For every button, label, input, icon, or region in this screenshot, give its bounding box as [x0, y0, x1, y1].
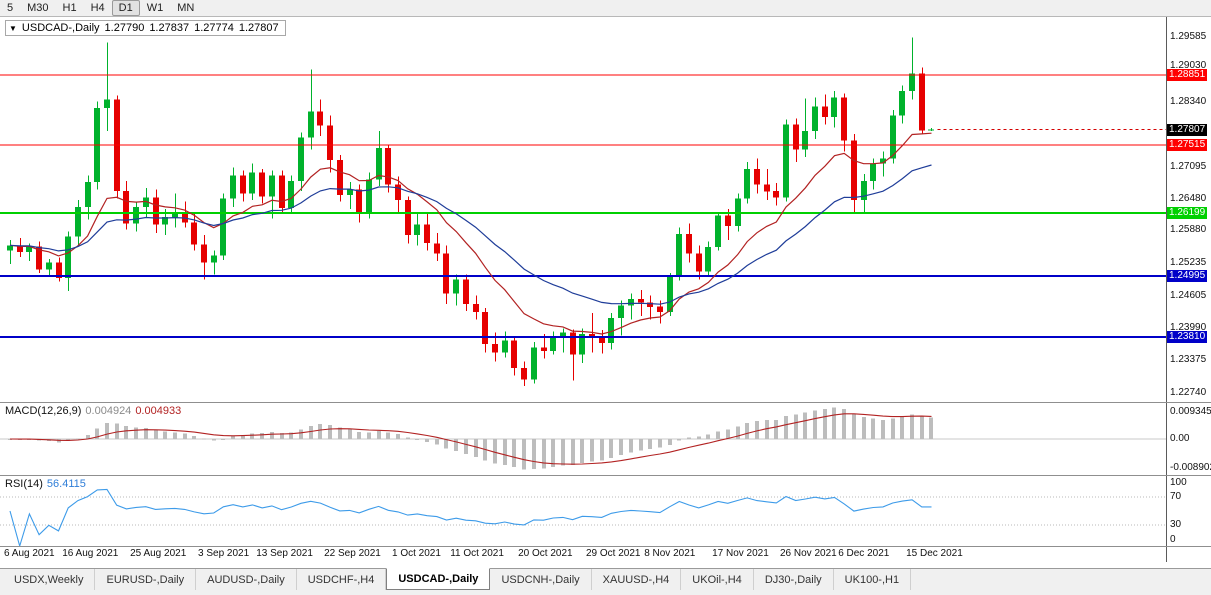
- date-label: 13 Sep 2021: [256, 548, 313, 559]
- date-label: 3 Sep 2021: [198, 548, 250, 559]
- timeframe-w1-button[interactable]: W1: [140, 0, 171, 16]
- macd-pane-canvas[interactable]: [0, 403, 1166, 475]
- rsi-name: RSI(14): [5, 478, 43, 490]
- pane-separator[interactable]: [0, 475, 1211, 476]
- timeframe-d1-button[interactable]: D1: [111, 0, 140, 16]
- price-tag: 1.24995: [1167, 269, 1208, 282]
- date-label: 6 Aug 2021: [4, 548, 55, 559]
- price-tick: 70: [1170, 491, 1182, 502]
- axis-separator: [0, 546, 1211, 547]
- date-label: 6 Dec 2021: [838, 548, 890, 559]
- price-tick: 100: [1170, 477, 1187, 488]
- rsi-line: [9, 488, 932, 546]
- price-tick: 1.22740: [1170, 387, 1207, 399]
- macd-histogram: [8, 407, 933, 470]
- rsi-pane-canvas[interactable]: [0, 476, 1166, 546]
- one-click-trading-arrow-icon[interactable]: ▼: [9, 23, 17, 33]
- macd-signal-line: [9, 413, 932, 465]
- price-tick: 0.009345: [1170, 406, 1211, 417]
- tab-audusd-daily[interactable]: AUDUSD-,Daily: [196, 569, 297, 590]
- tab-usdcnh-daily[interactable]: USDCNH-,Daily: [490, 569, 592, 590]
- price-tick: 1.25235: [1170, 257, 1207, 269]
- price-tick: 1.23375: [1170, 354, 1207, 366]
- price-tag: 1.27515: [1167, 138, 1208, 151]
- date-label: 26 Nov 2021: [780, 548, 837, 559]
- price-tick: -0.008902: [1170, 462, 1211, 473]
- price-tick: 0: [1170, 534, 1176, 545]
- price-tag: 1.26199: [1167, 207, 1208, 220]
- price-tag: 1.28851: [1167, 69, 1208, 82]
- chart-symbol-period: USDCAD-,Daily: [21, 22, 100, 34]
- chart-bottom-strip: [0, 562, 1211, 568]
- rsi-indicator-label: RSI(14) 56.4115: [5, 478, 86, 490]
- chart-panes: 6 Aug 2021 16 Aug 2021 25 Aug 2021 3 Sep 20…: [0, 17, 1166, 562]
- price-tick: 0.00: [1170, 433, 1190, 444]
- price-tick: 30: [1170, 519, 1182, 530]
- macd-signal-value: 0.004933: [135, 405, 182, 417]
- timeframe-h1-button[interactable]: H1: [56, 0, 84, 16]
- window-bottom-edge: [0, 590, 1211, 595]
- macd-main-value: 0.004924: [85, 405, 132, 417]
- chart-title: ▼ USDCAD-,Daily 1.27790 1.27837 1.27774 …: [5, 20, 286, 36]
- timeframe-m30-button[interactable]: M30: [20, 0, 55, 16]
- date-label: 16 Aug 2021: [62, 548, 119, 559]
- hline-layer: [0, 74, 1166, 338]
- price-tick: 1.24605: [1170, 290, 1207, 302]
- timeframe-toolbar: 5 M30 H1 H4 D1 W1 MN: [0, 0, 1211, 17]
- chart-tabbar: USDX,Weekly EURUSD-,Daily AUDUSD-,Daily …: [0, 568, 1211, 590]
- time-axis[interactable]: 6 Aug 2021 16 Aug 2021 25 Aug 2021 3 Sep 20…: [0, 547, 1166, 561]
- ohlc-low: 1.27774: [194, 22, 234, 34]
- chart-window: 6 Aug 2021 16 Aug 2021 25 Aug 2021 3 Sep 20…: [0, 17, 1211, 562]
- tab-eurusd-daily[interactable]: EURUSD-,Daily: [95, 569, 197, 590]
- tab-usdchf-h4[interactable]: USDCHF-,H4: [297, 569, 387, 590]
- price-chart-canvas[interactable]: [0, 17, 1166, 402]
- date-label: 17 Nov 2021: [712, 548, 769, 559]
- tab-ukoil-h4[interactable]: UKOil-,H4: [681, 569, 754, 590]
- pane-separator[interactable]: [0, 402, 1211, 403]
- tab-usdcad-daily[interactable]: USDCAD-,Daily: [386, 568, 491, 590]
- macd-indicator-label: MACD(12,26,9) 0.004924 0.004933: [5, 405, 181, 417]
- price-tick: 1.28340: [1170, 95, 1207, 107]
- date-label: 20 Oct 2021: [518, 548, 573, 559]
- price-tick: 1.25880: [1170, 223, 1207, 235]
- timeframe-h4-button[interactable]: H4: [84, 0, 112, 16]
- price-tick: 1.23990: [1170, 322, 1207, 334]
- price-tag: 1.23810: [1167, 331, 1208, 344]
- ohlc-high: 1.27837: [149, 22, 190, 34]
- date-label: 25 Aug 2021: [130, 548, 187, 559]
- price-axis[interactable]: 1.29585 1.29030 1.28340 1.27095 1.26480 1.258…: [1166, 17, 1211, 562]
- tab-uk100-h1[interactable]: UK100-,H1: [834, 569, 912, 590]
- price-tick: 1.29030: [1170, 59, 1207, 71]
- date-label: 15 Dec 2021: [906, 548, 963, 559]
- macd-name: MACD(12,26,9): [5, 405, 82, 417]
- tab-xauusd-h4[interactable]: XAUUSD-,H4: [592, 569, 682, 590]
- candles-layer: [7, 37, 934, 386]
- price-tag: 1.27807: [1167, 123, 1208, 136]
- timeframe-m5-button[interactable]: 5: [0, 0, 20, 16]
- timeframe-mn-button[interactable]: MN: [170, 0, 201, 16]
- price-tick: 1.29585: [1170, 31, 1207, 43]
- date-label: 8 Nov 2021: [644, 548, 696, 559]
- date-label: 29 Oct 2021: [586, 548, 641, 559]
- date-label: 22 Sep 2021: [324, 548, 381, 559]
- date-label: 11 Oct 2021: [450, 548, 504, 559]
- rsi-value: 56.4115: [46, 478, 86, 490]
- tab-usdx-weekly[interactable]: USDX,Weekly: [3, 569, 96, 590]
- price-tick: 1.26480: [1170, 192, 1207, 204]
- ohlc-close: 1.27807: [238, 22, 279, 34]
- tab-dj30-daily[interactable]: DJ30-,Daily: [754, 569, 834, 590]
- ohlc-open: 1.27790: [104, 22, 145, 34]
- date-label: 1 Oct 2021: [392, 548, 441, 559]
- price-tick: 1.27095: [1170, 160, 1207, 172]
